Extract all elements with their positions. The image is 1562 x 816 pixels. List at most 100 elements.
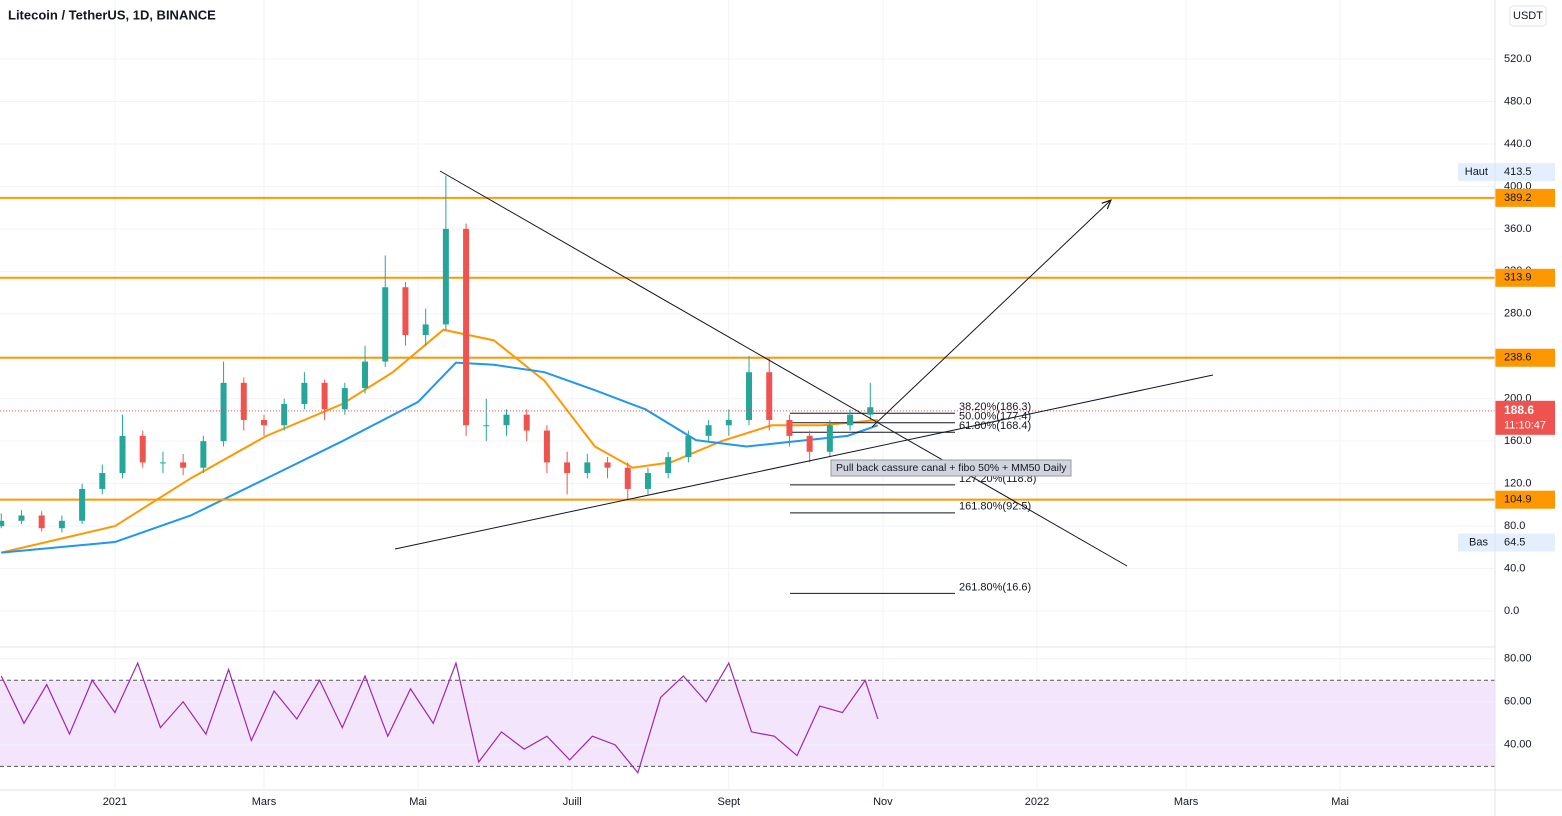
trend-line — [439, 170, 1128, 567]
countdown: 11:10:47 — [1504, 420, 1546, 432]
candle-body — [200, 441, 207, 468]
x-tick-label: 2021 — [103, 796, 127, 808]
y-tick-label: 80.0 — [1504, 520, 1525, 532]
currency-box[interactable] — [1509, 5, 1547, 27]
candle-body — [624, 467, 631, 489]
candle-body — [543, 430, 550, 463]
x-tick-label: Mars — [252, 796, 277, 808]
candle-body — [665, 457, 672, 474]
candle-body — [281, 404, 288, 426]
candle-body — [644, 473, 651, 489]
x-tick-label: Juill — [563, 796, 582, 808]
x-tick-label: Mars — [1174, 796, 1199, 808]
candle-body — [321, 382, 328, 410]
candle-body — [341, 388, 348, 410]
annotation: Pull back cassure canal + fibo 50% + MM5… — [836, 462, 1067, 474]
candle-body — [240, 382, 247, 420]
candle-body — [180, 462, 187, 468]
candle-body — [79, 488, 86, 521]
candle-body — [38, 515, 45, 529]
candle-body — [119, 435, 126, 474]
level-tag — [1495, 490, 1555, 509]
candle-body — [806, 435, 813, 452]
candle-body — [523, 414, 530, 431]
x-tick-label: Mai — [409, 796, 427, 808]
rsi-line — [0, 660, 879, 775]
y-tick-label: 160.0 — [1504, 435, 1532, 447]
candle-body — [422, 324, 429, 336]
y-tick-label: 520.0 — [1504, 53, 1532, 65]
trend-line — [394, 374, 1214, 550]
moving-average — [1, 328, 878, 554]
candle-body — [159, 462, 166, 464]
candle-body — [685, 435, 692, 458]
marker-box — [1458, 163, 1555, 182]
y-tick-label: 280.0 — [1504, 308, 1532, 320]
candle-body — [58, 520, 65, 529]
arrow — [871, 200, 1111, 428]
y-tick-label: 120.0 — [1504, 478, 1532, 490]
fib-label: 161.80%(92.5) — [959, 501, 1031, 513]
candle-body — [362, 361, 369, 389]
level-label: 389.2 — [1504, 192, 1532, 204]
y-tick-label: 480.0 — [1504, 95, 1532, 107]
marker-value: 413.5 — [1504, 166, 1532, 178]
candle-body — [99, 473, 106, 489]
x-tick-label: 2022 — [1025, 796, 1049, 808]
marker-box — [1458, 533, 1555, 552]
candle-body — [442, 228, 449, 325]
y-tick-label: 40.0 — [1504, 562, 1525, 574]
level-label: 238.6 — [1504, 352, 1532, 364]
candle-body — [826, 425, 833, 452]
candle-body — [503, 414, 510, 426]
fib-label: 38.20%(186.3) — [959, 401, 1031, 413]
current-price: 188.6 — [1504, 403, 1534, 417]
marker-name: Haut — [1465, 166, 1488, 178]
level-label: 313.9 — [1504, 272, 1532, 284]
fib-label: 61.80%(168.4) — [959, 420, 1031, 432]
level-label: 104.9 — [1504, 494, 1532, 506]
candle-body — [746, 372, 753, 420]
candle-body — [18, 515, 25, 521]
rsi-band — [0, 680, 1495, 767]
candle-body — [382, 287, 389, 362]
candle-body — [220, 382, 227, 442]
fib-label: 50.00%(177.4) — [959, 411, 1031, 423]
y-tick-label: 360.0 — [1504, 223, 1532, 235]
currency[interactable]: USDT — [1513, 10, 1543, 22]
candle-body — [584, 462, 591, 474]
candle-body — [786, 419, 793, 436]
rsi-tick-label: 80.00 — [1504, 653, 1532, 665]
candle-body — [139, 435, 146, 463]
drawings — [394, 170, 1214, 567]
x-tick-label: Nov — [873, 796, 893, 808]
candle-body — [705, 425, 712, 436]
x-tick-label: Sept — [717, 796, 740, 808]
y-tick-label: 440.0 — [1504, 138, 1532, 150]
level-tag — [1495, 268, 1555, 287]
rsi-tick-label: 60.00 — [1504, 696, 1532, 708]
level-tag — [1495, 348, 1555, 367]
candle-body — [402, 287, 409, 336]
candle-body — [564, 462, 571, 474]
fib-label: 261.80%(16.6) — [959, 581, 1031, 593]
rsi-tick-label: 40.00 — [1504, 739, 1532, 751]
marker-name: Bas — [1469, 536, 1488, 548]
candle-body — [483, 425, 490, 427]
candle-body — [604, 462, 611, 468]
candle-body — [0, 520, 5, 527]
annotation-box — [830, 459, 1072, 477]
level-tag — [1495, 188, 1555, 207]
moving-average — [1, 361, 879, 554]
candle-body — [301, 382, 308, 405]
candle-body — [847, 414, 854, 426]
marker-value: 64.5 — [1504, 536, 1525, 548]
current-price-tag — [1495, 400, 1555, 435]
y-tick-label: 0.0 — [1504, 605, 1519, 617]
candle-body — [766, 372, 773, 420]
candle-body — [260, 419, 267, 426]
x-tick-label: Mai — [1331, 796, 1349, 808]
chart-title: Litecoin / TetherUS, 1D, BINANCE — [8, 7, 216, 22]
candle-body — [463, 228, 470, 426]
